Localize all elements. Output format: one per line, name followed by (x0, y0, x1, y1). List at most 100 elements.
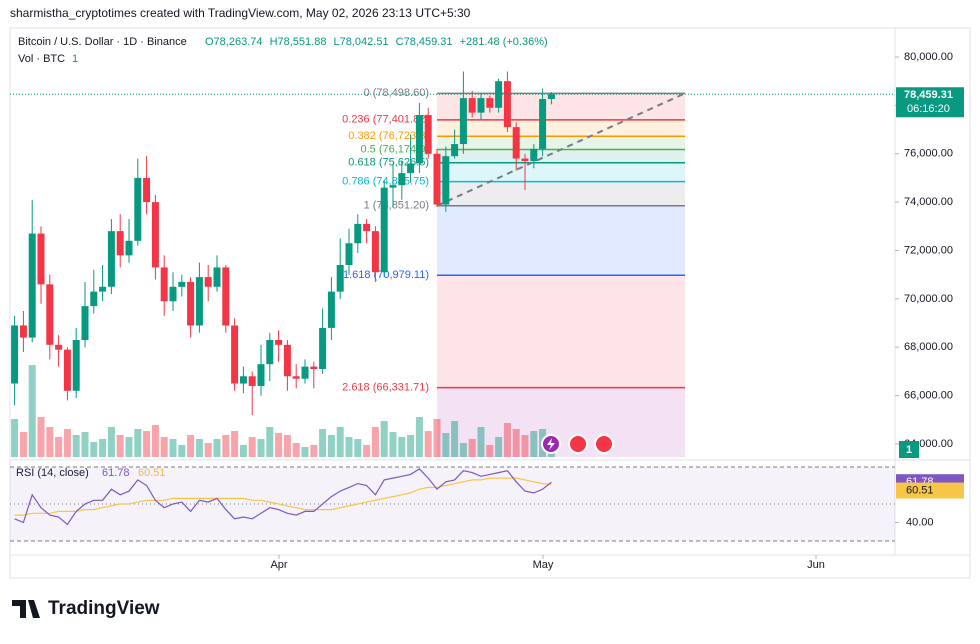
logo-mark (12, 600, 40, 618)
open: O78,263.74 (205, 36, 263, 48)
logo: TradingView (12, 598, 160, 619)
rsi-ma-box (896, 482, 964, 499)
fib-band (437, 181, 685, 206)
volume-bar (28, 365, 36, 457)
trend-line (436, 92, 686, 207)
fib-label: 0.236 (77,401.82) (342, 114, 429, 126)
y-tick-label: 80,000.00 (904, 51, 953, 63)
volume-bar (204, 443, 212, 457)
volume-bar (468, 439, 476, 457)
rsi-legend-value: 61.78 (102, 467, 130, 479)
rsi-ma-label: 60.51 (906, 484, 934, 496)
candle-body (275, 339, 283, 345)
candle-body (143, 177, 151, 203)
candle-body (292, 376, 300, 379)
volume-bar (415, 417, 423, 457)
volume-badge (899, 441, 919, 458)
candle-body (407, 163, 415, 174)
candle-body (486, 98, 494, 108)
volume-bar (310, 445, 318, 457)
volume-bar (231, 431, 239, 457)
volume-bar (301, 447, 309, 457)
volume-bar (187, 435, 195, 457)
candle-body (90, 291, 98, 307)
candle-body (521, 158, 529, 162)
candle-body (99, 286, 107, 292)
candle-body (46, 284, 54, 345)
candle-body (187, 281, 195, 326)
candle-body (55, 344, 63, 350)
fib-label: 0.5 (76,174.9) (361, 143, 430, 155)
volume-bar (248, 437, 256, 457)
volume-badge-label: 1 (906, 444, 912, 456)
fib-label: 1 (73,851.20) (364, 200, 429, 212)
candle-body (547, 94, 555, 99)
candle-body (310, 366, 318, 370)
candle-body (63, 349, 71, 391)
volume-bar (213, 439, 221, 457)
fib-band (437, 387, 685, 457)
volume-legend: Vol · BTC (18, 53, 65, 65)
candle-body (451, 144, 459, 157)
volume-bar (530, 431, 538, 457)
candle-body (371, 231, 379, 273)
event-icon (594, 434, 614, 454)
candle-body (37, 233, 45, 285)
volume-bar (160, 437, 168, 457)
high: H78,551.88 (270, 36, 327, 48)
candle-body (125, 240, 133, 256)
layer: 0 (78,498.60) 0.236 (77,401.82) 0.382 (76,… (11, 71, 686, 457)
volume-bar (327, 435, 335, 457)
ohlc-header: O78,263.74 H78,551.88 L78,042.51 C78,459… (205, 36, 548, 48)
candle-body (327, 291, 335, 328)
event-icons (541, 434, 614, 454)
volume-bar (11, 419, 19, 457)
candle-body (468, 98, 476, 113)
volume-bar (451, 421, 459, 457)
brand: TradingView (48, 598, 160, 619)
volume-bar (275, 433, 283, 457)
candle-body (495, 81, 503, 108)
fib-label: 0.786 (74,845.75) (342, 176, 429, 188)
volume-bar (257, 439, 265, 457)
volume-bar (424, 431, 432, 457)
candle-body (213, 267, 221, 287)
rsi-legend-ma: 60.51 (138, 467, 166, 479)
volume-bar (292, 443, 300, 457)
candle-body (231, 325, 239, 384)
volume-bar (81, 432, 89, 457)
candle-body (336, 265, 344, 292)
candle-body (503, 81, 511, 128)
volume-bar (354, 439, 362, 457)
candle-body (345, 243, 353, 266)
rsi-ma-line (14, 477, 552, 516)
volume-legend-value: 1 (72, 53, 78, 65)
volume-bar (547, 451, 555, 457)
candle-body (222, 267, 230, 326)
fib-band (437, 136, 685, 150)
volume-bar (380, 421, 388, 457)
countdown: 06:16:20 (907, 103, 950, 115)
volume-bar (495, 437, 503, 457)
chart-title: Bitcoin / U.S. Dollar · 1D · Binance (18, 36, 187, 48)
volume-bar (169, 439, 177, 457)
candle-body (442, 156, 450, 205)
y-tick-label: 66,000.00 (904, 390, 953, 402)
candle-body (301, 366, 309, 379)
candle-body (257, 364, 265, 386)
volume-bar (143, 431, 151, 457)
x-tick-label: Apr (270, 559, 287, 571)
candle-body (433, 153, 441, 205)
candle-body (266, 339, 274, 365)
candle-body (248, 376, 256, 386)
candle-body (319, 327, 327, 370)
event-icon (547, 438, 555, 450)
volume-bar (477, 427, 485, 457)
volume-bar (407, 435, 415, 457)
fib-label: 0.382 (76,723.3) (348, 130, 429, 142)
candle-body (380, 187, 388, 273)
candle-body (398, 173, 406, 186)
volume-bar (195, 439, 203, 457)
candle-body (477, 98, 485, 113)
